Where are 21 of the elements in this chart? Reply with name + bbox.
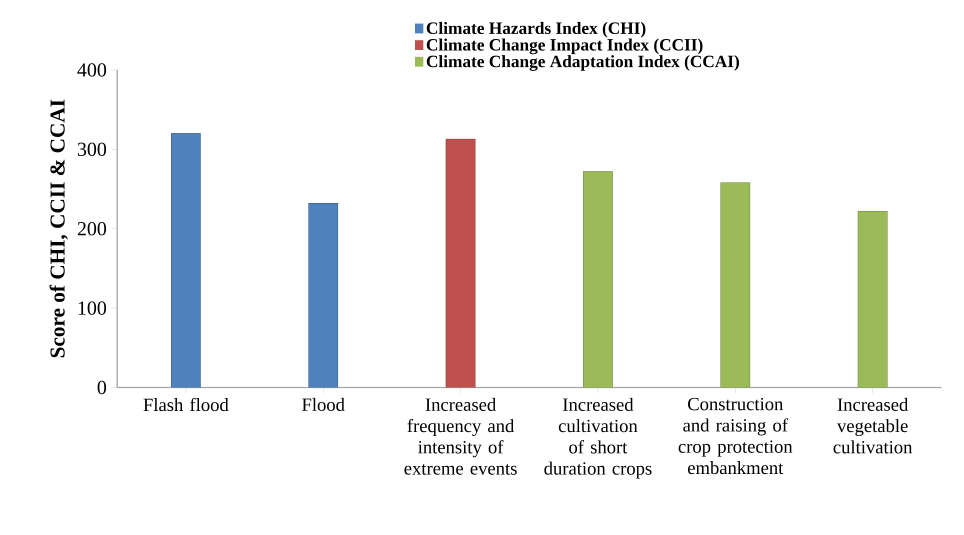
y-tick-label: 100 — [78, 301, 106, 315]
bar — [446, 138, 476, 388]
legend-label: Climate Change Impact Index (CCII) — [426, 38, 703, 54]
y-tick-label: 400 — [77, 63, 106, 77]
y-axis-title: Score of CHI, CCII & CCAI — [50, 100, 68, 358]
x-tick-label: Increased frequency and intensity of extreme events — [404, 398, 517, 475]
bar — [720, 182, 750, 388]
x-tick-label: Construction and raising of crop protection embankment — [678, 398, 792, 474]
bar — [170, 133, 201, 388]
legend-label: Climate Change Adaptation Index (CCAI) — [426, 55, 739, 71]
bar — [583, 171, 613, 388]
y-tick-label: 0 — [98, 380, 106, 394]
x-tick-label: Increased cultivation of short duration crops — [544, 398, 652, 479]
y-tick-label: 200 — [78, 222, 106, 236]
x-tick-label: Flood — [302, 398, 345, 411]
x-tick-label: Increased vegetable cultivation — [834, 398, 912, 454]
bar — [858, 211, 888, 388]
bar — [308, 203, 338, 388]
x-tick-label: Flash flood — [144, 398, 229, 412]
y-tick-label: 300 — [78, 142, 106, 156]
legend-label: Climate Hazards Index (CHI) — [426, 22, 646, 38]
